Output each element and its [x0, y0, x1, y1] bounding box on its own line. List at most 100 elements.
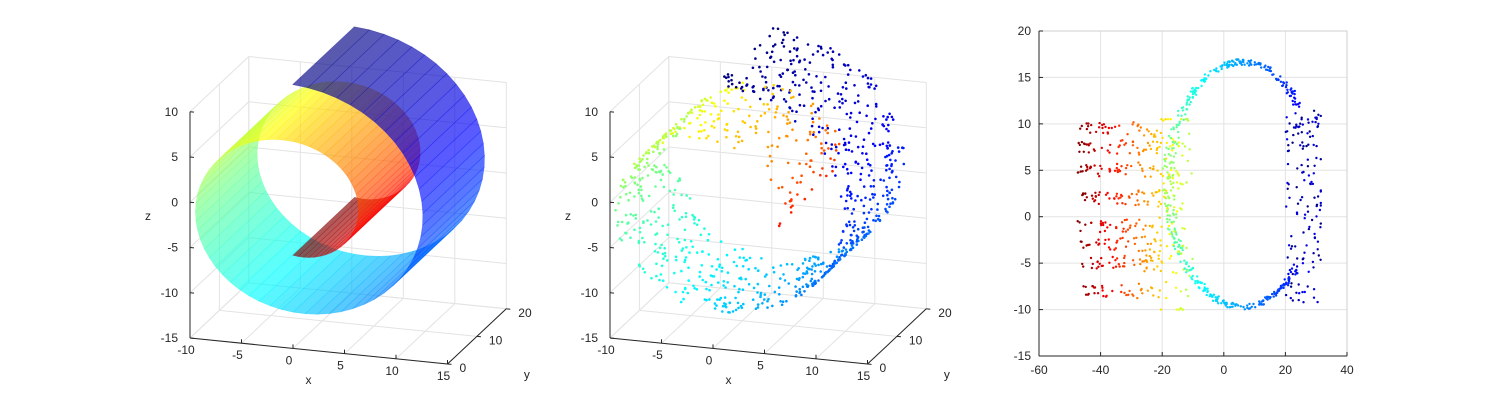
surface-patch	[219, 95, 289, 159]
embedding-point	[1148, 166, 1152, 170]
embedding-point	[1180, 118, 1183, 121]
p3-x-tick-label: -20	[1154, 363, 1172, 377]
scatter-point	[763, 293, 767, 296]
embedding-point	[1214, 69, 1218, 72]
embedding-point	[1170, 128, 1173, 131]
embedding-point	[1101, 221, 1105, 225]
embedding-point	[1173, 247, 1177, 251]
scatter-point	[854, 199, 857, 202]
scatter-point	[809, 104, 813, 108]
scatter-point	[744, 98, 747, 102]
scatter-point	[817, 256, 820, 260]
scatter-point	[646, 219, 649, 222]
scatter-point	[810, 272, 814, 276]
embedding-point	[1103, 242, 1106, 245]
scatter-point	[806, 138, 810, 142]
embedding-point	[1291, 99, 1294, 103]
embedding-point	[1137, 189, 1140, 192]
scatter-point	[810, 124, 814, 128]
embedding-point	[1096, 292, 1100, 295]
embedding-point	[1089, 142, 1092, 145]
scatter-point	[732, 109, 736, 113]
scatter-point	[637, 164, 641, 167]
embedding-point	[1115, 225, 1118, 229]
embedding-point	[1101, 289, 1104, 292]
scatter-point	[677, 241, 681, 244]
scatter-point	[891, 150, 894, 153]
scatter-point	[817, 125, 821, 129]
scatter-point	[845, 112, 849, 116]
scatter-point	[730, 82, 734, 86]
scatter-point	[891, 202, 895, 205]
scatter-point	[888, 191, 891, 195]
scatter-point	[805, 283, 808, 286]
embedding-point	[1285, 84, 1288, 87]
scatter-point	[834, 174, 837, 177]
scatter-point	[791, 176, 794, 180]
p1-side-grid-z	[189, 282, 250, 339]
embedding-point	[1291, 299, 1295, 302]
embedding-point	[1137, 282, 1141, 285]
scatter-point	[882, 179, 886, 182]
scatter-point	[674, 122, 678, 126]
embedding-point	[1302, 170, 1305, 174]
scatter-point	[846, 172, 850, 175]
scatter-point	[824, 129, 827, 132]
scatter-point	[663, 251, 667, 255]
scatter-point	[814, 135, 817, 139]
embedding-point	[1085, 143, 1088, 146]
embedding-point	[1287, 281, 1290, 285]
embedding-point	[1168, 145, 1172, 148]
embedding-point	[1209, 293, 1212, 297]
scatter-point	[695, 223, 699, 226]
scatter-point	[679, 300, 683, 304]
p2-back-grid-z	[668, 191, 927, 219]
embedding-point	[1291, 141, 1294, 144]
embedding-point	[1098, 230, 1102, 234]
scatter-point	[870, 207, 873, 211]
scatter-point	[826, 51, 829, 54]
scatter-point	[695, 288, 699, 291]
scatter-point	[885, 127, 888, 131]
scatter-point	[751, 66, 755, 70]
embedding-point	[1124, 202, 1127, 206]
scatter-point	[881, 142, 885, 145]
embedding-point	[1271, 73, 1274, 77]
scatter-point	[860, 166, 864, 170]
embedding-point	[1143, 270, 1146, 273]
embedding-point	[1252, 302, 1255, 306]
scatter-point	[838, 100, 841, 103]
scatter-point	[769, 178, 773, 181]
scatter-point	[852, 207, 855, 211]
p1-x-tick-label: 0	[286, 353, 293, 367]
scatter-point	[817, 279, 820, 282]
scatter-point	[732, 260, 736, 264]
scatter-point	[828, 264, 832, 268]
scatter-point	[618, 237, 622, 240]
embedding-point	[1103, 229, 1107, 233]
scatter-point	[776, 84, 779, 88]
scatter-point	[810, 111, 813, 115]
embedding-point	[1114, 265, 1118, 268]
embedding-point	[1246, 304, 1249, 307]
scatter-point	[804, 68, 807, 71]
embedding-point	[1310, 180, 1313, 184]
scatter-point	[660, 243, 663, 247]
scatter-point	[623, 181, 627, 184]
embedding-point	[1284, 282, 1288, 286]
scatter-point	[849, 238, 852, 242]
embedding-point	[1175, 170, 1178, 173]
scatter-point	[754, 125, 757, 128]
embedding-point	[1266, 68, 1269, 72]
embedding-point	[1164, 157, 1168, 160]
embedding-point	[1212, 293, 1216, 296]
scatter-point	[684, 256, 688, 259]
scatter-point	[634, 217, 638, 220]
scatter-point	[707, 253, 711, 256]
scatter-point	[788, 50, 792, 53]
scatter-point	[708, 298, 711, 301]
p2-back-grid-z	[668, 101, 927, 129]
embedding-point	[1312, 109, 1316, 113]
embedding-point	[1150, 192, 1154, 195]
scatter-point	[772, 60, 776, 64]
